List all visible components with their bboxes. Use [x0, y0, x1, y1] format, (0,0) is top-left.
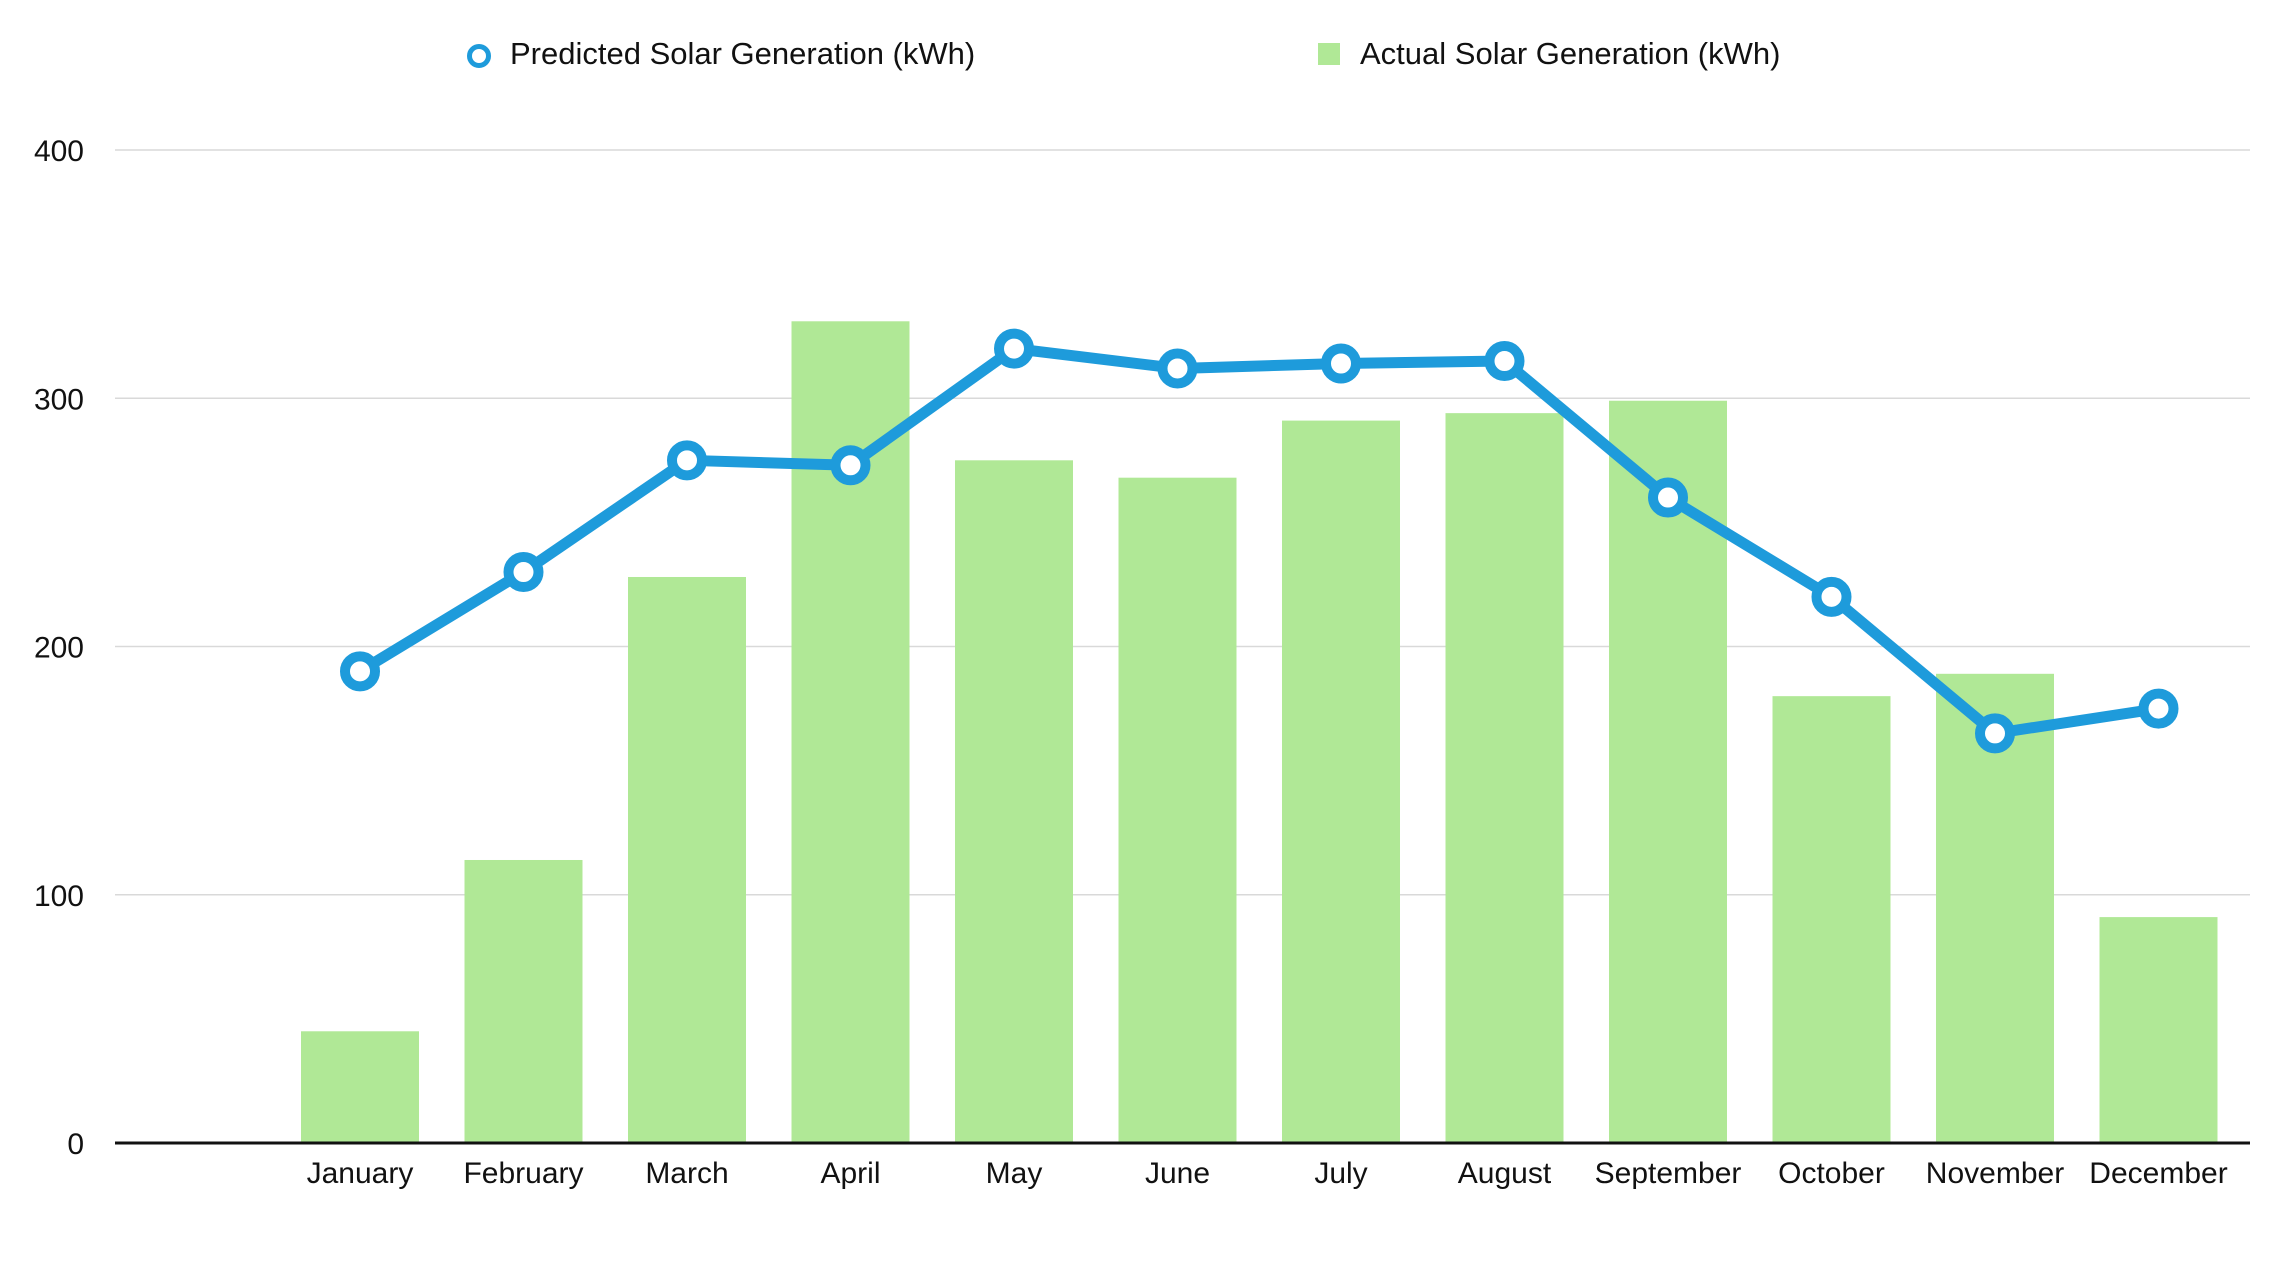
bar [1445, 413, 1564, 1143]
data-point [830, 445, 871, 486]
data-point [994, 328, 1034, 369]
data-point [1321, 343, 1361, 384]
bar [1118, 477, 1237, 1143]
legend-label-actual: Actual Solar Generation (kWh) [1360, 36, 1781, 71]
y-tick-label: 100 [34, 880, 84, 913]
x-tick-label: April [820, 1157, 880, 1190]
y-axis-ticks: 0 100 200 300 400 [34, 135, 84, 1161]
bar [2099, 917, 2218, 1143]
legend-bar-marker [1318, 43, 1340, 65]
legend-label-predicted: Predicted Solar Generation (kWh) [510, 36, 976, 71]
bar [301, 1031, 419, 1143]
bar [1282, 420, 1400, 1143]
bar-series [301, 321, 2218, 1144]
y-tick-label: 300 [34, 383, 84, 416]
x-tick-label: July [1314, 1157, 1367, 1190]
data-point [2138, 688, 2179, 729]
y-tick-label: 200 [34, 632, 84, 665]
line-points [340, 328, 2179, 754]
series-line-predicted [354, 343, 2164, 739]
bar [791, 321, 910, 1144]
x-tick-label: February [463, 1157, 583, 1190]
x-tick-label: October [1778, 1157, 1885, 1190]
data-point [340, 651, 380, 692]
legend-item-actual: Actual Solar Generation (kWh) [1318, 30, 1780, 78]
x-tick-label: January [307, 1157, 414, 1190]
bar [464, 859, 583, 1143]
x-tick-label: June [1145, 1157, 1210, 1190]
data-point [1648, 477, 1688, 518]
bar [1772, 696, 1891, 1143]
legend-item-predicted: Predicted Solar Generation (kWh) [462, 30, 975, 78]
data-point [503, 552, 544, 593]
legend-line-marker [462, 30, 492, 78]
bar [628, 576, 746, 1143]
x-tick-label: May [986, 1157, 1043, 1190]
y-tick-label: 0 [67, 1128, 84, 1161]
data-point [1157, 348, 1198, 389]
x-tick-label: March [645, 1157, 728, 1190]
x-tick-label: December [2089, 1157, 2227, 1190]
data-point [1811, 576, 1852, 617]
x-axis-ticks: January February March April May June July Augu… [307, 1157, 2228, 1190]
data-point [1975, 713, 2015, 754]
y-tick-label: 400 [34, 135, 84, 168]
bar [955, 460, 1073, 1143]
x-tick-label: September [1595, 1157, 1742, 1190]
data-point [667, 440, 707, 481]
x-tick-label: August [1458, 1157, 1552, 1190]
x-tick-label: November [1926, 1157, 2064, 1190]
data-point [1484, 341, 1525, 382]
